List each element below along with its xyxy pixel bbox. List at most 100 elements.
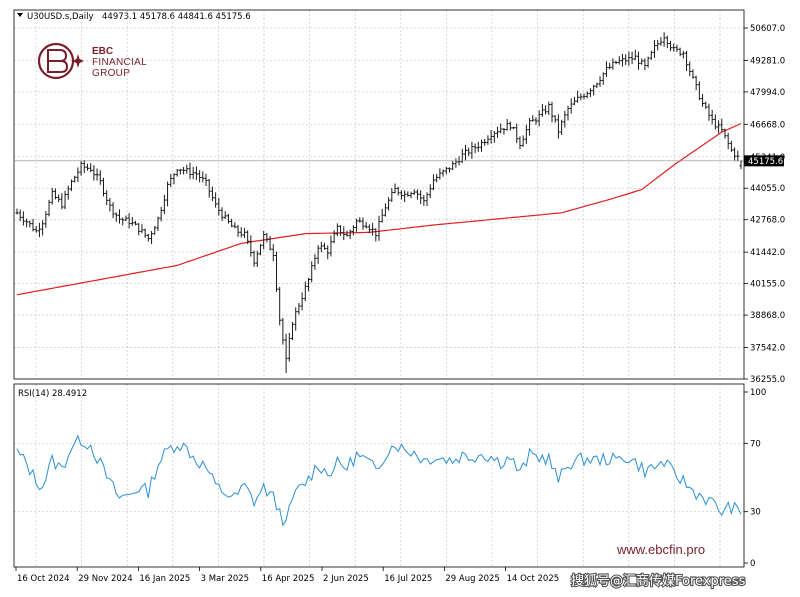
- candle: [140, 224, 144, 234]
- candle: [467, 147, 471, 157]
- dropdown-arrow-icon[interactable]: [17, 13, 23, 17]
- candle: [18, 209, 22, 222]
- candle: [82, 160, 86, 173]
- x-tick-label: 16 Jan 2025: [139, 574, 190, 584]
- candle: [595, 82, 599, 89]
- candle: [406, 191, 410, 197]
- candle: [444, 167, 448, 175]
- candle: [178, 168, 182, 175]
- candle: [146, 233, 150, 242]
- website-watermark: www.ebcfin.pro: [616, 542, 705, 557]
- candle: [659, 37, 663, 46]
- candle: [486, 135, 490, 145]
- candle: [28, 220, 32, 228]
- candle: [537, 110, 541, 127]
- candle: [649, 50, 653, 60]
- candle: [34, 225, 38, 233]
- y-tick-label: 44055.0: [750, 184, 785, 194]
- x-tick-label: 3 Mar 2025: [201, 574, 249, 584]
- candle: [76, 167, 80, 182]
- candle: [291, 322, 295, 341]
- rsi-tick-label: 30: [750, 508, 761, 518]
- y-tick-label: 49281.0: [750, 56, 785, 66]
- candle: [351, 225, 355, 236]
- candle: [553, 115, 557, 123]
- candle: [694, 75, 698, 91]
- candle: [681, 50, 685, 59]
- candle: [697, 81, 701, 101]
- rsi-axis: 100 70 30 0: [744, 388, 766, 569]
- candle: [114, 212, 118, 222]
- candle: [319, 241, 323, 253]
- candle: [566, 105, 570, 121]
- candle: [640, 58, 644, 65]
- candle: [204, 173, 208, 186]
- current-price-label: 45175.6: [748, 157, 783, 167]
- logo-star-icon: [72, 54, 84, 68]
- x-tick-label: 2 Jun 2025: [323, 574, 369, 584]
- candle: [127, 213, 131, 229]
- candle: [704, 101, 708, 110]
- candle: [57, 194, 61, 203]
- y-tick-label: 41442.0: [750, 248, 785, 258]
- candle: [611, 58, 615, 70]
- candle: [633, 49, 637, 60]
- candle: [175, 168, 179, 177]
- rsi-line: [16, 434, 742, 527]
- x-tick-label: 29 Nov 2024: [78, 574, 132, 584]
- candle: [438, 168, 442, 180]
- candle: [143, 228, 147, 238]
- y-tick-label: 46668.0: [750, 120, 785, 130]
- y-tick-label: 47994.0: [750, 88, 785, 98]
- candle: [294, 307, 298, 331]
- candle: [185, 164, 189, 174]
- candle: [201, 171, 205, 183]
- candle: [50, 187, 54, 205]
- candle: [98, 170, 102, 185]
- candle: [492, 130, 496, 143]
- candle: [582, 93, 586, 100]
- ohlc-readout: 44973.1 45178.6 44841.6 45175.6: [102, 12, 251, 22]
- candles-layer: [15, 32, 743, 374]
- candle: [41, 220, 45, 236]
- candle: [624, 54, 628, 66]
- candle: [617, 56, 621, 65]
- candle: [21, 211, 25, 226]
- candle: [300, 292, 304, 311]
- source-caption: 搜狐号@汇商传媒Forexpress: [571, 574, 746, 589]
- candle: [499, 123, 503, 134]
- candle: [326, 245, 330, 260]
- candle: [496, 126, 500, 138]
- candle: [159, 206, 163, 222]
- candle: [585, 91, 589, 99]
- candle: [335, 223, 339, 237]
- y-tick-label: 42768.0: [750, 216, 785, 226]
- candle: [31, 218, 35, 232]
- candle: [419, 190, 423, 204]
- candle: [508, 121, 512, 131]
- candle: [733, 147, 737, 161]
- candle: [118, 209, 122, 224]
- candle: [653, 40, 657, 58]
- candle: [278, 286, 282, 326]
- candle: [435, 174, 439, 183]
- candle: [73, 175, 77, 183]
- candle: [528, 118, 532, 136]
- logo-b-icon: [47, 49, 69, 73]
- candle: [25, 218, 29, 228]
- candle: [726, 132, 730, 150]
- candle: [303, 281, 307, 302]
- candle: [361, 217, 365, 230]
- logo-line-3: GROUP: [92, 68, 130, 79]
- candle: [297, 302, 301, 315]
- candle: [274, 251, 278, 292]
- candle: [371, 222, 375, 236]
- y-tick-label: 38868.0: [750, 311, 785, 321]
- candle: [579, 93, 583, 101]
- candle: [198, 170, 202, 183]
- candle: [348, 229, 352, 240]
- candle: [630, 51, 634, 65]
- candle: [214, 192, 218, 208]
- candle: [739, 160, 743, 170]
